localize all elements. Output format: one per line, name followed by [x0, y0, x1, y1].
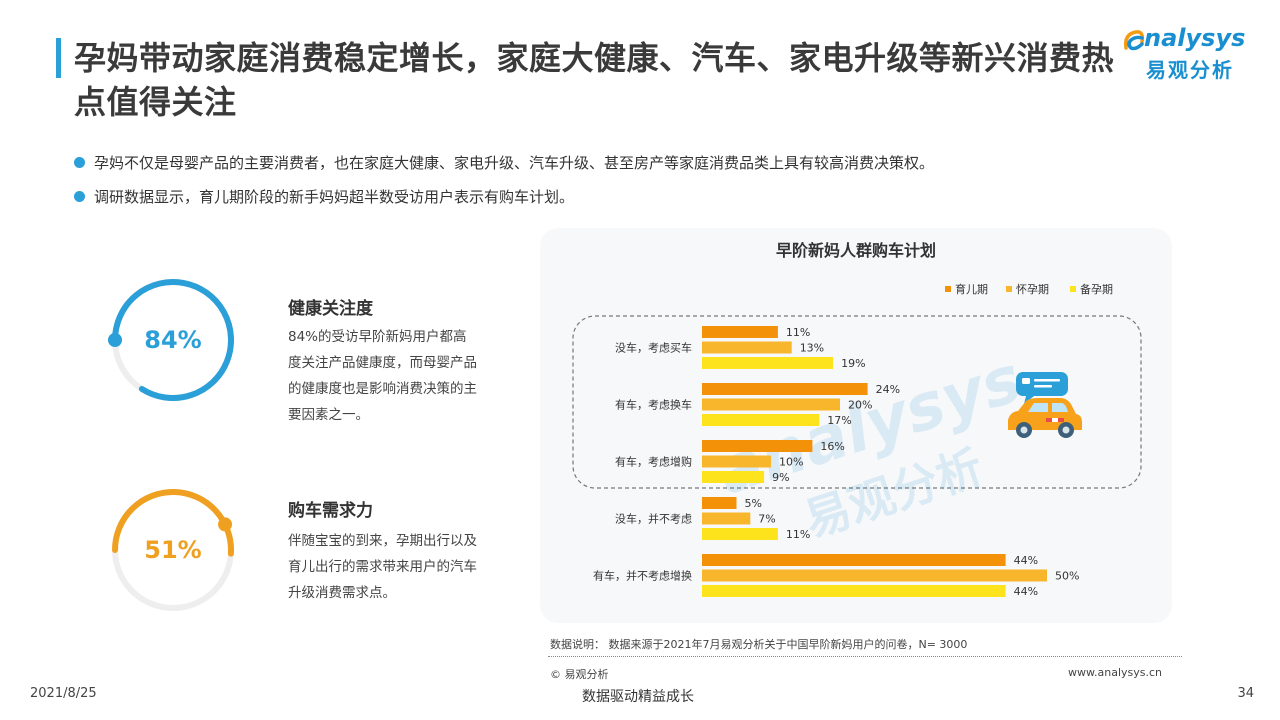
chart-bars: 没车，考虑买车 11% 13% 19% 有车，考虑换车 24% 20% 17% 有车，考虑增购 1…	[593, 326, 1079, 598]
chat-avatar-mark	[1022, 378, 1030, 384]
bar-value-label: 16%	[820, 440, 844, 453]
legend-label: 怀孕期	[1016, 283, 1049, 296]
legend-label: 育儿期	[955, 282, 988, 296]
logo-a-icon	[1123, 30, 1145, 51]
car-ring-svg	[112, 489, 234, 611]
highlight-dashed-box	[572, 315, 1142, 489]
chart-card: 早阶新妈人群购车计划 育儿期 怀孕期 备孕期 analysys 易观分析 没车，考虑…	[540, 228, 1172, 623]
bar-value-label: 44%	[1014, 585, 1038, 598]
health-stat-text: 84%的受访早阶新妈用户都高度关注产品健康度，而母婴产品的健康度也是影响消费决策…	[288, 329, 477, 423]
logo-text-en: nalysys	[1144, 24, 1246, 52]
car-icon	[1008, 372, 1082, 438]
bar	[702, 554, 1006, 566]
category-label: 有车，考虑换车	[615, 398, 692, 412]
bar	[702, 585, 1006, 597]
health-stat-title: 健康关注度	[288, 299, 373, 319]
bar	[702, 341, 792, 354]
bar-value-label: 24%	[876, 383, 900, 396]
website-link[interactable]: www.analysys.cn	[1068, 666, 1162, 679]
bar	[702, 440, 813, 452]
chat-line-mark	[1034, 379, 1060, 382]
legend-swatch	[1070, 286, 1076, 292]
copyright-text: © 易观分析	[550, 668, 609, 681]
bar-value-label: 5%	[745, 497, 762, 510]
car-stat-text: 伴随宝宝的到来，孕期出行以及育儿出行的需求带来用户的汽车升级消费需求点。	[288, 533, 477, 601]
logo-text-cn: 易观分析	[1146, 58, 1234, 82]
bullet-item: 调研数据显示，育儿期阶段的新手妈妈超半数受访用户表示有购车计划。	[74, 180, 1194, 214]
car-plan-bar-chart: 早阶新妈人群购车计划 育儿期 怀孕期 备孕期 analysys 易观分析 没车，考虑…	[572, 241, 1142, 598]
bar-value-label: 10%	[779, 456, 803, 469]
bar-value-label: 13%	[800, 342, 824, 355]
car-stat-title: 购车需求力	[288, 501, 373, 521]
footer-slogan: 数据驱动精益成长	[582, 689, 694, 705]
bar-value-label: 19%	[841, 357, 865, 370]
ring-start-dot	[108, 333, 122, 347]
bar-value-label: 11%	[786, 326, 810, 339]
legend-swatch	[1006, 286, 1012, 292]
health-ring-chart: 84%	[108, 275, 238, 405]
title-accent-bar	[56, 38, 61, 78]
legend-label: 备孕期	[1080, 282, 1113, 296]
bar	[702, 497, 737, 509]
car-window	[1052, 403, 1068, 412]
page-title: 孕妈带动家庭消费稳定增长，家庭大健康、汽车、家电升级等新兴消费热点值得关注	[74, 39, 1115, 121]
bar-value-label: 11%	[786, 528, 810, 541]
car-window	[1028, 403, 1048, 412]
bar	[702, 528, 778, 540]
bar	[702, 414, 820, 426]
bar	[702, 383, 868, 395]
health-ring-value: 84%	[144, 326, 202, 354]
ring-start-dot	[218, 517, 233, 532]
car-wheel-hub	[1020, 426, 1028, 434]
chat-bubble-shape	[1016, 372, 1068, 396]
page-number: 34	[1237, 686, 1254, 701]
category-label: 有车，并不考虑增换	[593, 569, 692, 583]
report-date: 2021/8/25	[30, 686, 97, 701]
car-stripe-mark	[1052, 418, 1058, 422]
car-ring-value: 51%	[144, 536, 202, 564]
car-stripe-mark	[1046, 418, 1052, 422]
bar	[702, 326, 778, 338]
bar	[702, 455, 771, 468]
bar-value-label: 7%	[758, 513, 775, 526]
category-label: 有车，考虑增购	[615, 455, 692, 469]
car-ring-chart: 51%	[108, 485, 238, 615]
data-source-note: 数据说明： 数据来源于2021年7月易观分析关于中国早阶新妈用户的问卷，N= 3…	[550, 638, 968, 651]
brand-logo: nalysys 易观分析	[1122, 20, 1252, 84]
bar-value-label: 50%	[1055, 570, 1079, 583]
bar-value-label: 17%	[827, 414, 851, 427]
car-stripe-mark	[1058, 418, 1064, 422]
bar	[702, 398, 840, 411]
bar	[702, 471, 765, 483]
bar	[702, 569, 1047, 582]
bar-value-label: 20%	[848, 399, 872, 412]
chat-line-mark	[1034, 385, 1052, 388]
chart-legend: 育儿期 怀孕期 备孕期	[945, 282, 1113, 296]
bar	[702, 512, 751, 525]
bar	[702, 357, 834, 369]
bullet-list: 孕妈不仅是母婴产品的主要消费者，也在家庭大健康、家电升级、汽车升级、甚至房产等家…	[74, 146, 1194, 214]
health-ring-svg	[108, 279, 234, 401]
chart-title: 早阶新妈人群购车计划	[776, 241, 936, 260]
car-wheel-hub	[1062, 426, 1070, 434]
legend-swatch	[945, 286, 951, 292]
bullet-item: 孕妈不仅是母婴产品的主要消费者，也在家庭大健康、家电升级、汽车升级、甚至房产等家…	[74, 146, 1194, 180]
footer-divider	[548, 656, 1182, 657]
category-label: 没车，并不考虑	[615, 512, 692, 526]
bar-value-label: 9%	[772, 471, 789, 484]
category-label: 没车，考虑买车	[615, 341, 692, 355]
bar-value-label: 44%	[1014, 554, 1038, 567]
ring-progress-arc	[112, 279, 234, 401]
